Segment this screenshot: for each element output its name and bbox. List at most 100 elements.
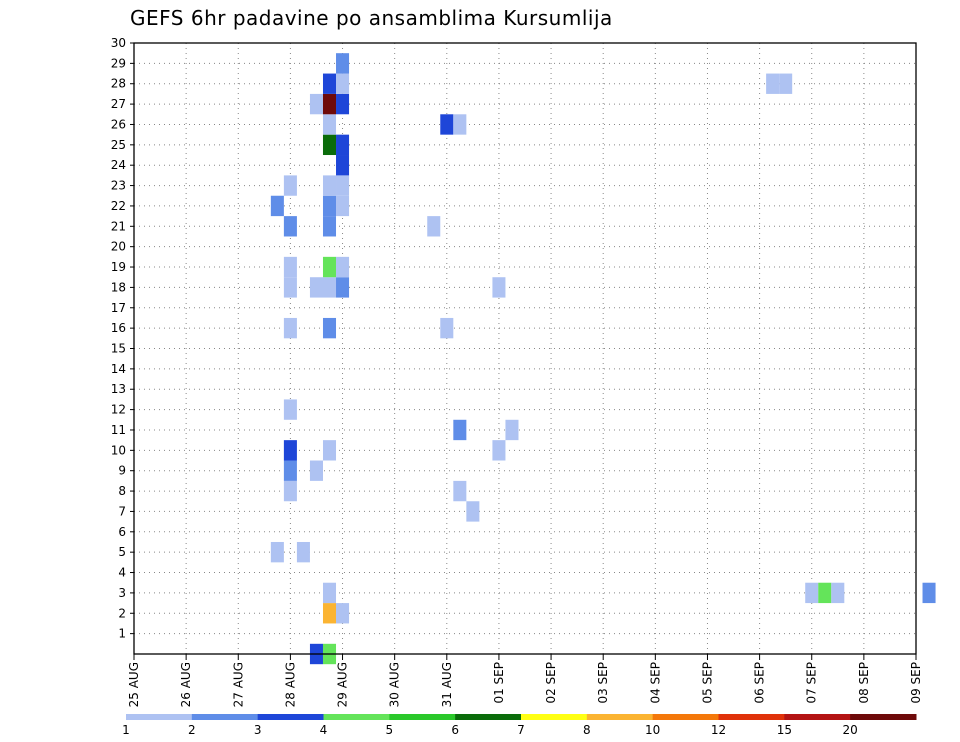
colorbar-label: 5: [386, 723, 394, 737]
precip-cells: [270, 53, 936, 665]
precip-cell: [322, 114, 337, 135]
precip-cell: [336, 155, 350, 176]
colorbar-swatch: [652, 714, 719, 720]
precip-cell: [322, 582, 337, 604]
x-tick-label: 31 AUG: [440, 662, 454, 707]
x-tick-label: 05 SEP: [700, 662, 714, 704]
precip-cell: [336, 195, 350, 217]
x-axis-ticks: 25 AUG 26 AUG 27 AUG 28 AUG 29 AUG 30 AUG 31 A…: [127, 654, 923, 707]
colorbar-label: 10: [645, 723, 660, 737]
precip-cell: [322, 93, 337, 115]
colorbar-swatch: [455, 714, 522, 720]
x-tick-label: 07 SEP: [805, 662, 819, 704]
precip-cell: [453, 114, 467, 135]
colorbar-label: 4: [320, 723, 328, 737]
precip-cell: [283, 317, 297, 339]
colorbar-swatch: [126, 714, 193, 720]
y-tick-label: 18: [111, 280, 126, 294]
precip-cell: [336, 175, 350, 196]
precip-cell: [336, 73, 350, 94]
chart-title: GEFS 6hr padavine po ansamblima Kursumli…: [130, 6, 613, 30]
precip-cell: [492, 440, 506, 461]
y-tick-label: 8: [118, 484, 126, 498]
precip-cell: [427, 216, 441, 237]
precip-cell: [296, 541, 310, 563]
precip-cell: [336, 134, 350, 156]
precip-cell: [453, 419, 467, 441]
x-tick-label: 03 SEP: [596, 662, 610, 704]
y-tick-label: 22: [111, 199, 126, 213]
y-tick-label: 28: [111, 77, 126, 91]
y-tick-label: 2: [118, 606, 126, 620]
precip-cell: [309, 460, 323, 481]
precip-cell: [322, 216, 337, 237]
precip-cell: [922, 582, 936, 604]
precip-cell: [283, 399, 297, 420]
x-tick-label: 04 SEP: [648, 662, 662, 704]
precip-cell: [322, 277, 337, 298]
y-tick-label: 14: [111, 362, 126, 376]
precip-cell: [440, 114, 454, 135]
colorbar-swatch: [323, 714, 390, 720]
precip-cell: [440, 317, 454, 339]
y-tick-label: 20: [111, 240, 126, 254]
x-tick-label: 28 AUG: [283, 662, 297, 707]
precip-cell: [283, 256, 297, 278]
precip-cell: [766, 73, 780, 94]
precip-cell: [322, 603, 337, 624]
x-tick-label: 27 AUG: [231, 662, 245, 707]
precip-cell: [322, 73, 337, 94]
precip-cell: [309, 277, 323, 298]
colorbar-label: 3: [254, 723, 262, 737]
y-tick-label: 7: [118, 504, 126, 518]
colorbar-label: 20: [843, 723, 858, 737]
x-tick-label: 01 SEP: [492, 662, 506, 704]
y-tick-label: 6: [118, 525, 126, 539]
precip-cell: [505, 419, 519, 441]
y-tick-label: 15: [111, 342, 126, 356]
y-tick-label: 29: [111, 56, 126, 70]
x-tick-label: 08 SEP: [857, 662, 871, 704]
colorbar-swatch: [850, 714, 917, 720]
precip-cell: [322, 440, 337, 461]
y-tick-label: 25: [111, 138, 126, 152]
colorbar-swatch: [521, 714, 588, 720]
y-tick-label: 4: [118, 566, 126, 580]
y-tick-label: 12: [111, 403, 126, 417]
x-tick-label: 26 AUG: [179, 662, 193, 707]
colorbar-label: 1: [122, 723, 130, 737]
colorbar-label: 2: [188, 723, 196, 737]
y-tick-label: 27: [111, 97, 126, 111]
y-tick-label: 24: [111, 158, 126, 172]
precip-cell: [270, 195, 284, 217]
precip-cell: [492, 277, 506, 298]
precip-cell: [336, 93, 350, 115]
y-tick-label: 17: [111, 301, 126, 315]
precip-cell: [322, 134, 337, 156]
precip-cell: [818, 582, 832, 604]
precip-cell: [270, 541, 284, 563]
y-tick-label: 26: [111, 117, 126, 131]
y-tick-label: 1: [118, 627, 126, 641]
colorbar: 1 2 3 4 5 6 7 8 10 12 15 20: [122, 714, 917, 737]
y-tick-label: 5: [118, 545, 126, 559]
colorbar-swatch: [191, 714, 259, 720]
precip-cell: [322, 195, 337, 217]
y-tick-label: 10: [111, 443, 126, 457]
y-tick-label: 11: [111, 423, 126, 437]
x-tick-label: 02 SEP: [544, 662, 558, 704]
colorbar-label: 15: [777, 723, 792, 737]
precip-cell: [283, 480, 297, 502]
precip-cell: [805, 582, 819, 604]
colorbar-label: 6: [451, 723, 459, 737]
x-tick-label: 29 AUG: [336, 662, 350, 707]
colorbar-label: 8: [583, 723, 591, 737]
precip-cell: [283, 440, 297, 461]
precip-cell: [336, 256, 350, 278]
precip-cell: [322, 317, 337, 339]
y-tick-label: 9: [118, 464, 126, 478]
y-tick-label: 23: [111, 179, 126, 193]
x-tick-label: 06 SEP: [753, 662, 767, 704]
grid-lines: [133, 42, 917, 654]
